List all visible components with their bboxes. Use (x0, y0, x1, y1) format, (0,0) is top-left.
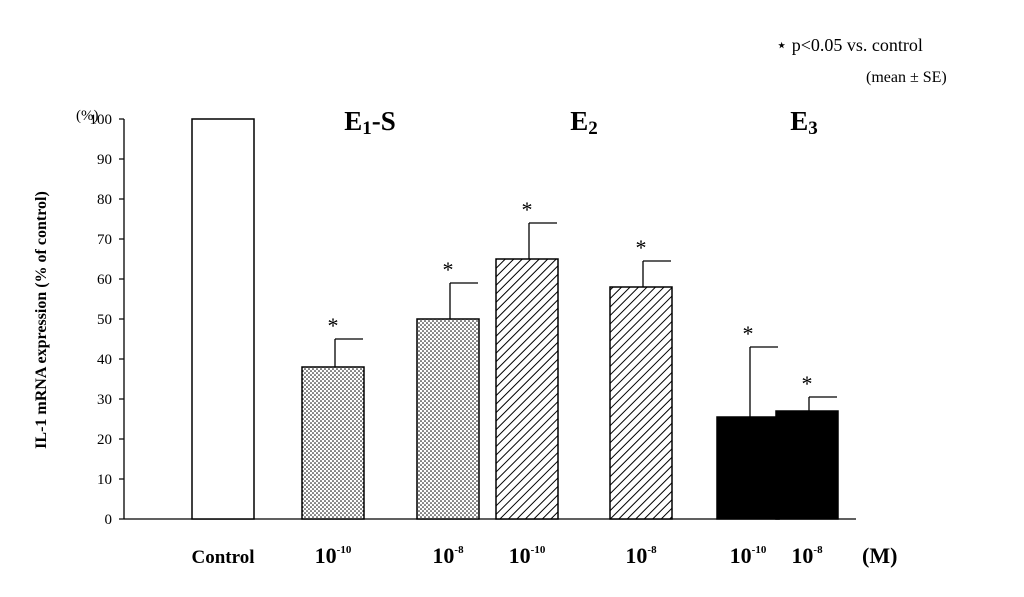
y-tick-label: 100 (90, 112, 113, 128)
significance-star: * (443, 257, 454, 282)
x-category-label: 10-10 (509, 543, 546, 568)
y-tick-label: 0 (105, 512, 113, 528)
bar (609, 286, 673, 520)
significance-note: ⋆ p<0.05 vs. control (776, 35, 923, 55)
y-tick-label: 90 (97, 152, 112, 168)
y-tick-label: 40 (97, 352, 112, 368)
x-category-label: 10-8 (791, 543, 823, 568)
y-axis-label: IL-1 mRNA expression (% of control) (33, 191, 50, 449)
y-tick-label: 70 (97, 232, 112, 248)
bar (301, 366, 365, 520)
x-unit-label: (M) (862, 543, 897, 568)
axis-layer: 0 10 20 30 40 50 60 70 80 90 100 (90, 112, 856, 528)
bar (495, 258, 559, 520)
significance-star: * (328, 313, 339, 338)
y-tick-label: 30 (97, 392, 112, 408)
x-labels: Control 10-10 10-8 10-10 10-8 10-10 10-8 (M) (192, 543, 898, 568)
y-tick-label: 50 (97, 312, 112, 328)
group-label: E3 (790, 106, 818, 139)
mean-se-note: (mean ± SE) (866, 69, 947, 86)
significance-star: * (636, 235, 647, 260)
y-tick-label: 20 (97, 432, 112, 448)
bar (191, 118, 255, 520)
significance-star: * (522, 197, 533, 222)
bar (775, 410, 839, 520)
group-label: E1-S (344, 106, 396, 139)
significance-star: * (743, 321, 754, 346)
bar (716, 416, 780, 520)
bars-layer: * * * * * * (191, 118, 839, 520)
x-category-label: Control (192, 547, 255, 568)
y-unit-label: (%) (76, 108, 99, 124)
x-category-label: 10-8 (625, 543, 657, 568)
y-tick-label: 80 (97, 192, 112, 208)
y-tick-label: 60 (97, 272, 112, 288)
y-tick-label: 10 (97, 472, 112, 488)
x-category-label: 10-10 (315, 543, 352, 568)
significance-star: * (802, 371, 813, 396)
group-labels: E1-S E2 E3 (344, 106, 818, 139)
group-label: E2 (570, 106, 598, 139)
x-category-label: 10-10 (730, 543, 767, 568)
bar (416, 318, 480, 520)
x-category-label: 10-8 (432, 543, 464, 568)
